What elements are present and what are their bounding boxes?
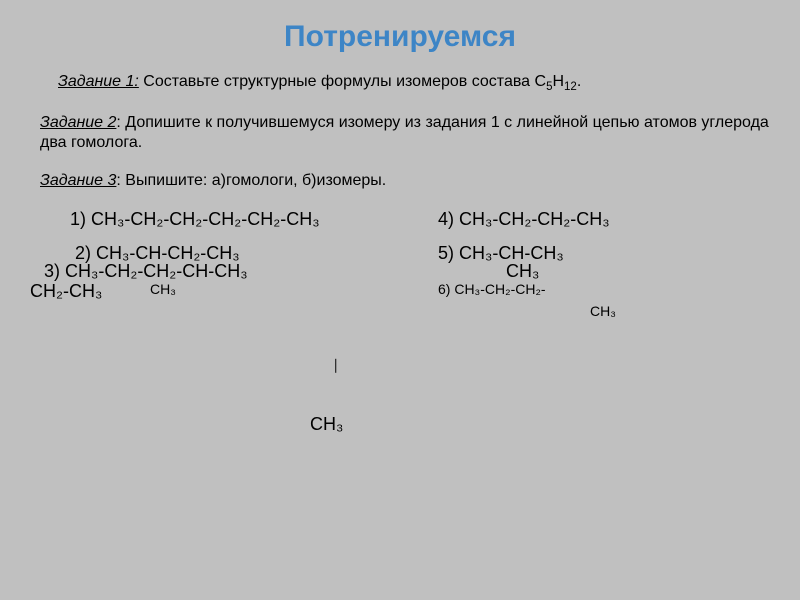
task-2-label: Задание 2 [40,114,116,131]
formulas-region: 1) CH₃-CH₂-CH₂-CH₂-CH₂-CH₃ 2) CH₃-CH-CH₂… [30,209,770,469]
formula-3-sub: CH₃ [150,281,176,297]
task-1-end: . [577,73,581,90]
formula-6-sub: CH₃ [590,303,616,319]
task-1-mid: Н [552,73,564,90]
formula-4: 4) CH₃-CH₂-CH₂-CH₃ [438,209,610,230]
task-1-label: Задание 1: [58,73,139,90]
task-2-text: : Допишите к получившемуся изомеру из за… [40,114,769,151]
formula-bottom-ch3: CH₃ [310,414,343,435]
task-1: Задание 1: Составьте структурные формулы… [30,72,770,95]
task-1-text: Составьте структурные формулы изомеров с… [139,73,546,90]
task-3: Задание 3: Выпишите: а)гомологи, б)изоме… [30,171,770,191]
task-3-label: Задание 3 [40,172,116,189]
formula-6: 6) CH₃-CH₂-CH₂- [438,281,546,297]
formula-bond-icon: ⎸ [335,357,349,374]
task-3-text: : Выпишите: а)гомологи, б)изомеры. [116,172,386,189]
slide-title: Потренируемся [30,20,770,54]
formula-5-sub: CH₃ [506,261,539,282]
formula-3: 3) CH₃-CH₂-CH₂-CH-CH₃ [44,261,248,282]
formula-1: 1) CH₃-CH₂-CH₂-CH₂-CH₂-CH₃ [70,209,320,230]
formula-5: 5) CH₃-CH-CH₃ [438,243,564,264]
slide: Потренируемся Задание 1: Составьте струк… [0,0,800,600]
task-2: Задание 2: Допишите к получившемуся изом… [30,113,770,153]
formula-3-tail: CH₂-CH₃ [30,281,102,302]
task-1-sub2: 12 [564,81,577,93]
